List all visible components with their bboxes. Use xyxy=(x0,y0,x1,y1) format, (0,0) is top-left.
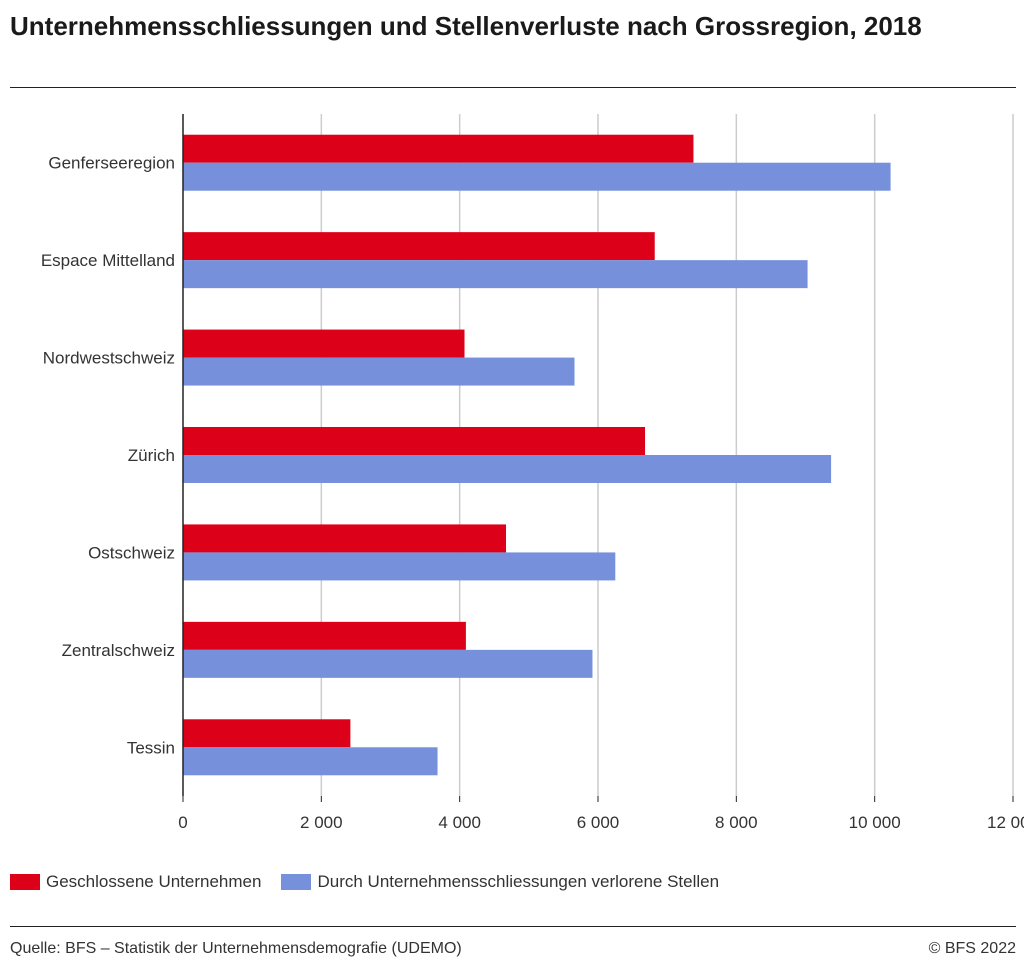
x-tick-label: 10 000 xyxy=(849,813,901,832)
bar-chart: 0 2 000 4 000 6 000 8 000 10 000 12 000 Genfers… xyxy=(41,114,1024,832)
bars xyxy=(183,134,891,776)
bar-geschlossene-unternehmen xyxy=(183,329,465,358)
bar-geschlossene-unternehmen xyxy=(183,719,351,748)
chart-title: Unternehmensschliessungen und Stellenver… xyxy=(10,11,922,41)
bar-geschlossene-unternehmen xyxy=(183,524,507,553)
bar-verlorene-stellen xyxy=(183,260,808,289)
category-label: Espace Mittelland xyxy=(41,251,175,270)
x-tick-label: 12 000 xyxy=(987,813,1024,832)
x-tick-label: 4 000 xyxy=(438,813,481,832)
legend-label-series-2: Durch Unternehmensschliessungen verloren… xyxy=(317,872,720,891)
copyright-note: © BFS 2022 xyxy=(928,940,1016,957)
x-tick-label: 8 000 xyxy=(715,813,758,832)
legend: Geschlossene Unternehmen Durch Unternehm… xyxy=(10,870,739,894)
legend-swatch-series-2 xyxy=(281,874,312,890)
top-divider xyxy=(10,87,1016,88)
bar-verlorene-stellen xyxy=(183,649,593,678)
x-tick-label: 6 000 xyxy=(577,813,620,832)
bottom-divider xyxy=(10,926,1016,927)
bar-verlorene-stellen xyxy=(183,455,832,483)
category-label: Zentralschweiz xyxy=(62,641,175,660)
source-note: Quelle: BFS – Statistik der Unternehmens… xyxy=(10,940,462,957)
bar-geschlossene-unternehmen xyxy=(183,134,694,163)
bar-geschlossene-unternehmen xyxy=(183,232,655,261)
axes xyxy=(182,114,1014,802)
bar-geschlossene-unternehmen xyxy=(183,621,466,650)
x-tick-label: 0 xyxy=(178,813,187,832)
category-label: Ostschweiz xyxy=(88,543,175,562)
bar-verlorene-stellen xyxy=(183,747,438,776)
category-label: Genferseeregion xyxy=(48,154,175,173)
legend-item-series-1: Geschlossene Unternehmen xyxy=(10,872,261,892)
legend-label-series-1: Geschlossene Unternehmen xyxy=(46,872,262,891)
category-label: Nordwestschweiz xyxy=(43,349,175,368)
bar-geschlossene-unternehmen xyxy=(183,427,646,455)
category-label: Zürich xyxy=(128,446,175,465)
bar-verlorene-stellen xyxy=(183,162,891,191)
bar-verlorene-stellen xyxy=(183,357,575,386)
bar-verlorene-stellen xyxy=(183,552,616,581)
x-tick-label: 2 000 xyxy=(300,813,343,832)
category-label: Tessin xyxy=(127,738,175,757)
legend-item-series-2: Durch Unternehmensschliessungen verloren… xyxy=(281,872,719,892)
tick-labels: 0 2 000 4 000 6 000 8 000 10 000 12 000 Genfers… xyxy=(41,154,1024,832)
legend-swatch-series-1 xyxy=(10,874,40,890)
